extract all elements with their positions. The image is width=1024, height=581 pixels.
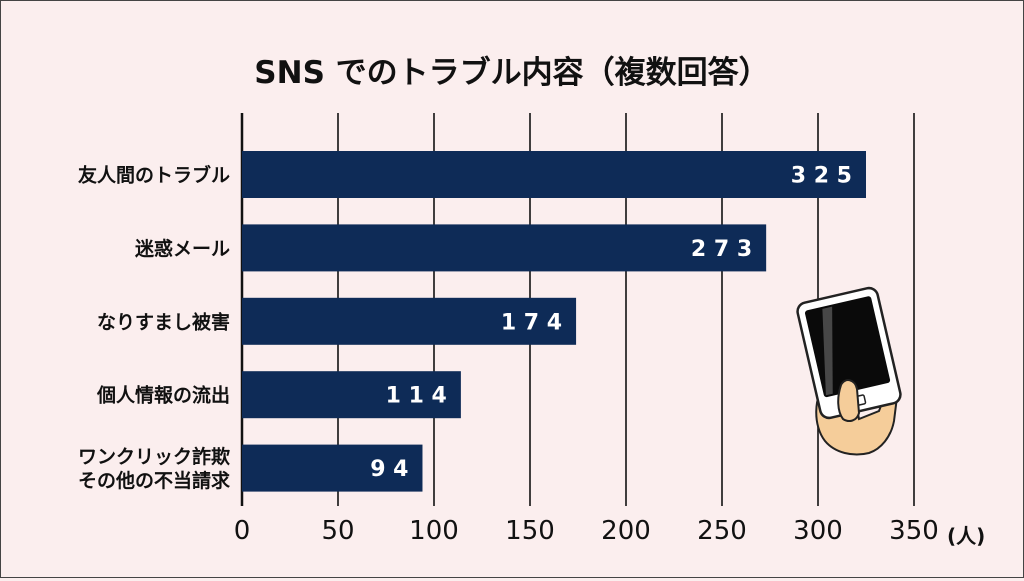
thumb-shape — [837, 379, 861, 422]
bar-value-label: 1 7 4 — [501, 310, 562, 335]
phone-screen-glare — [822, 306, 833, 396]
x-tick-label: 250 — [697, 516, 747, 546]
x-axis-unit-label: (人) — [947, 524, 985, 548]
bar-value-label: 1 1 4 — [386, 384, 447, 409]
category-label: なりすまし被害 — [97, 310, 230, 333]
x-tick-label: 350 — [889, 516, 939, 546]
bar — [242, 151, 866, 198]
x-tick-label: 200 — [601, 516, 651, 546]
bar — [242, 224, 767, 272]
category-labels: 友人間のトラブル迷惑メールなりすまし被害個人情報の流出ワンクリック詐欺その他の不… — [78, 164, 231, 493]
bar — [242, 371, 461, 419]
x-tick-label: 50 — [321, 516, 354, 546]
bar-value-label: 2 7 3 — [691, 237, 752, 262]
x-tick-label: 0 — [234, 516, 251, 546]
x-tick-label: 300 — [793, 516, 843, 546]
hand-holding-smartphone-icon — [796, 286, 902, 456]
phone-screen — [804, 296, 891, 398]
bar-layer: 3 2 5 2 7 3 1 7 4 1 1 4 9 4 — [242, 151, 866, 492]
category-label: 迷惑メール — [134, 237, 230, 260]
x-tick-label: 150 — [505, 516, 555, 546]
category-label: その他の不当請求 — [78, 469, 231, 492]
bar — [242, 297, 577, 345]
bar — [242, 444, 423, 492]
chart-title: SNS でのトラブル内容（複数回答） — [254, 55, 769, 91]
x-axis-tick-labels: 0 50 100 150 200 250 300 350 — [234, 516, 939, 546]
bar-value-label: 9 4 — [370, 457, 408, 482]
bar-value-label: 3 2 5 — [791, 164, 852, 189]
category-label: 友人間のトラブル — [78, 164, 230, 187]
category-label: ワンクリック詐欺 — [78, 445, 230, 468]
x-tick-label: 100 — [409, 516, 459, 546]
category-label: 個人情報の流出 — [96, 384, 230, 407]
